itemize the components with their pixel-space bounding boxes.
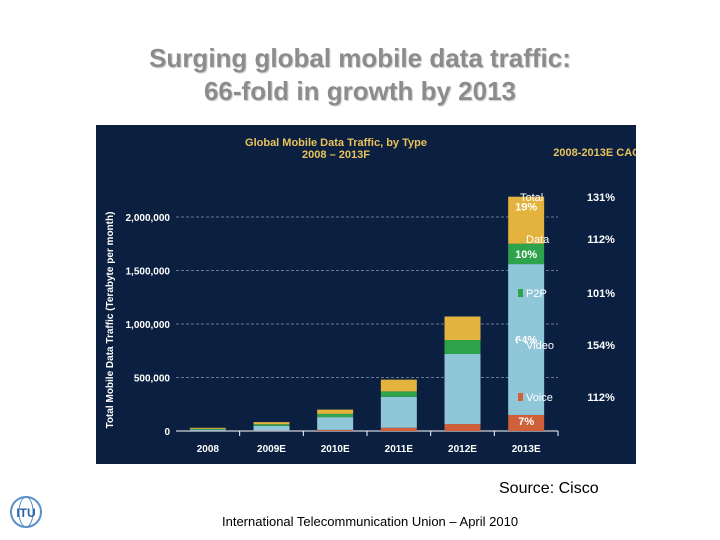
title-line-1: Surging global mobile data traffic: <box>149 43 571 73</box>
x-tick-label: 2010E <box>321 444 350 455</box>
svg-text:ITU: ITU <box>16 506 35 520</box>
cagr-value: 154% <box>587 340 615 352</box>
x-tick-label: 2008 <box>197 444 220 455</box>
y-tick-label: 500,000 <box>134 374 171 385</box>
bar-segment-video <box>189 429 226 431</box>
source-note: Source: Cisco <box>499 480 599 497</box>
bar-segment-data <box>317 409 354 414</box>
legend-label: Video <box>526 340 554 352</box>
slide-title: Surging global mobile data traffic: 66-f… <box>0 42 720 108</box>
x-tick-label: 2011E <box>385 444 414 455</box>
y-tick-label: 0 <box>164 427 170 438</box>
bar-segment-p2p <box>189 428 226 430</box>
legend-label: P2P <box>526 288 547 300</box>
bar-segment-p2p <box>444 340 481 354</box>
segment-label: 19% <box>515 202 537 214</box>
title-line-2: 66-fold in growth by 2013 <box>203 76 517 106</box>
y-tick-label: 1,000,000 <box>126 320 171 331</box>
itu-logo: ITU <box>8 494 48 535</box>
bar-segment-video <box>253 425 290 431</box>
cagr-value: 112% <box>587 234 615 246</box>
cagr-header: 2008-2013E CAGR <box>553 147 636 159</box>
bar-segment-data <box>444 316 481 341</box>
legend-swatch-p2p <box>518 289 523 297</box>
bar-segment-video <box>317 417 354 430</box>
bar-segment-p2p <box>508 243 545 265</box>
legend-label: Total <box>520 192 543 204</box>
legend-swatch-video <box>518 341 523 349</box>
legend-swatch-data <box>518 235 523 243</box>
bar-segment-video <box>508 264 545 415</box>
legend-swatch-voice <box>518 393 523 401</box>
x-tick-label: 2009E <box>257 444 286 455</box>
cagr-value: 101% <box>587 288 615 300</box>
bar-segment-data <box>380 379 417 392</box>
segment-label: 7% <box>518 416 534 428</box>
chart-panel: Global Mobile Data Traffic, by Type 2008… <box>96 125 649 464</box>
bar-segment-video <box>444 353 481 425</box>
bar-segment-p2p <box>380 391 417 397</box>
bar-segment-p2p <box>253 424 290 426</box>
legend-label: Voice <box>526 392 553 404</box>
bar-segment-voice <box>444 424 481 431</box>
bar-segment-voice <box>380 427 417 431</box>
y-tick-label: 2,000,000 <box>126 213 171 224</box>
segment-label: 10% <box>515 249 537 261</box>
chart-subtitle: 2008 – 2013F <box>302 149 370 161</box>
bar-segment-video <box>380 396 417 428</box>
y-axis-label: Total Mobile Data Traffic (Terabyte per … <box>105 212 116 429</box>
x-tick-label: 2012E <box>448 444 477 455</box>
x-tick-label: 2013E <box>512 444 541 455</box>
bar-segment-p2p <box>317 413 354 418</box>
bar-segment-data <box>189 427 226 429</box>
bar-segment-data <box>508 196 545 244</box>
bar-segment-data <box>253 422 290 425</box>
chart: Global Mobile Data Traffic, by Type 2008… <box>105 137 649 455</box>
legend-label: Data <box>526 234 550 246</box>
bar-segment-voice <box>317 429 354 431</box>
bar-segment-voice <box>508 414 545 431</box>
footer-text: International Telecommunication Union – … <box>222 514 519 529</box>
cagr-value: 112% <box>587 392 615 404</box>
chart-title: Global Mobile Data Traffic, by Type <box>245 137 427 149</box>
y-tick-label: 1,500,000 <box>126 267 171 278</box>
cagr-value: 131% <box>587 192 615 204</box>
